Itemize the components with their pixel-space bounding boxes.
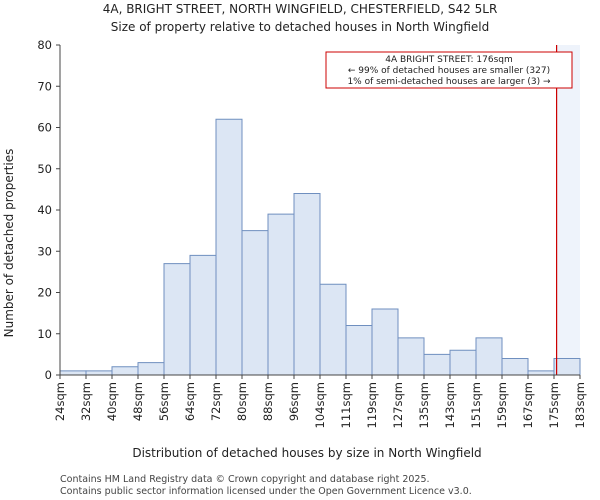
bar-119sqm (371, 308, 399, 376)
x-tick-label: 143sqm (443, 382, 457, 428)
x-axis-label: Distribution of detached houses by size … (132, 446, 481, 460)
x-tick-label: 96sqm (287, 382, 301, 421)
y-tick-label: 30 (37, 244, 52, 258)
bar-32sqm (85, 370, 113, 376)
x-tick-label: 56sqm (157, 382, 171, 421)
x-tick-label: 64sqm (183, 382, 197, 421)
bar-167sqm (527, 370, 555, 376)
x-tick-label: 183sqm (573, 382, 587, 428)
bar-56sqm (163, 263, 191, 376)
highlight-region (556, 45, 580, 375)
bar-111sqm (345, 325, 373, 376)
bar-48sqm (137, 362, 165, 376)
bars (59, 118, 581, 376)
x-tick-label: 40sqm (105, 382, 119, 421)
x-tick-label: 127sqm (391, 382, 405, 428)
footer-line-1: Contains HM Land Registry data © Crown c… (60, 474, 430, 485)
y-ticks: 0 10 20 30 40 50 60 70 80 (37, 38, 60, 382)
annotation-line-3: 1% of semi-detached houses are larger (3… (347, 77, 551, 87)
y-tick-label: 70 (37, 79, 52, 93)
y-tick-label: 60 (37, 121, 52, 135)
x-tick-label: 80sqm (235, 382, 249, 421)
x-ticks: 24sqm 32sqm 40sqm 48sqm 56sqm 64sqm 72sqm 80sqm… (53, 375, 587, 428)
footer-line-2: Contains public sector information licen… (60, 486, 472, 497)
bar-127sqm (397, 337, 425, 376)
annotation-box: 4A BRIGHT STREET: 176sqm ← 99% of detach… (325, 51, 573, 89)
x-tick-label: 24sqm (53, 382, 67, 421)
y-axis-label: Number of detached properties (2, 149, 16, 338)
chart-subtitle: Size of property relative to detached ho… (111, 20, 489, 34)
y-tick-label: 20 (37, 286, 52, 300)
x-tick-label: 167sqm (521, 382, 535, 428)
bar-96sqm (293, 193, 321, 376)
highlight-area (556, 45, 580, 375)
x-tick-label: 72sqm (209, 382, 223, 421)
y-tick-label: 80 (37, 38, 52, 52)
x-tick-label: 119sqm (365, 382, 379, 428)
annotation-line-1: 4A BRIGHT STREET: 176sqm (385, 55, 513, 65)
x-tick-label: 88sqm (261, 382, 275, 421)
bar-143sqm (449, 349, 477, 376)
bar-72sqm (215, 118, 243, 376)
x-tick-label: 175sqm (547, 382, 561, 428)
x-tick-label: 151sqm (469, 382, 483, 428)
y-tick-label: 50 (37, 162, 52, 176)
x-tick-label: 104sqm (313, 382, 327, 428)
x-tick-label: 48sqm (131, 382, 145, 421)
y-tick-label: 10 (37, 327, 52, 341)
x-tick-label: 32sqm (79, 382, 93, 421)
x-tick-label: 135sqm (417, 382, 431, 428)
x-tick-label: 159sqm (495, 382, 509, 428)
bar-88sqm (267, 213, 295, 376)
annotation-border (325, 51, 573, 89)
bar-64sqm (189, 254, 217, 376)
x-tick-label: 111sqm (339, 382, 353, 428)
bar-40sqm (111, 366, 139, 376)
bar-24sqm (59, 370, 87, 376)
bar-175sqm (553, 358, 581, 376)
y-tick-label: 40 (37, 203, 52, 217)
bar-151sqm (475, 337, 503, 376)
bar-104sqm (319, 283, 347, 376)
chart-title: 4A, BRIGHT STREET, NORTH WINGFIELD, CHES… (103, 2, 498, 16)
annotation-line-2: ← 99% of detached houses are smaller (32… (348, 66, 550, 76)
bar-80sqm (241, 230, 269, 376)
y-tick-label: 0 (45, 368, 52, 382)
bar-135sqm (423, 353, 451, 376)
bar-159sqm (501, 358, 529, 376)
